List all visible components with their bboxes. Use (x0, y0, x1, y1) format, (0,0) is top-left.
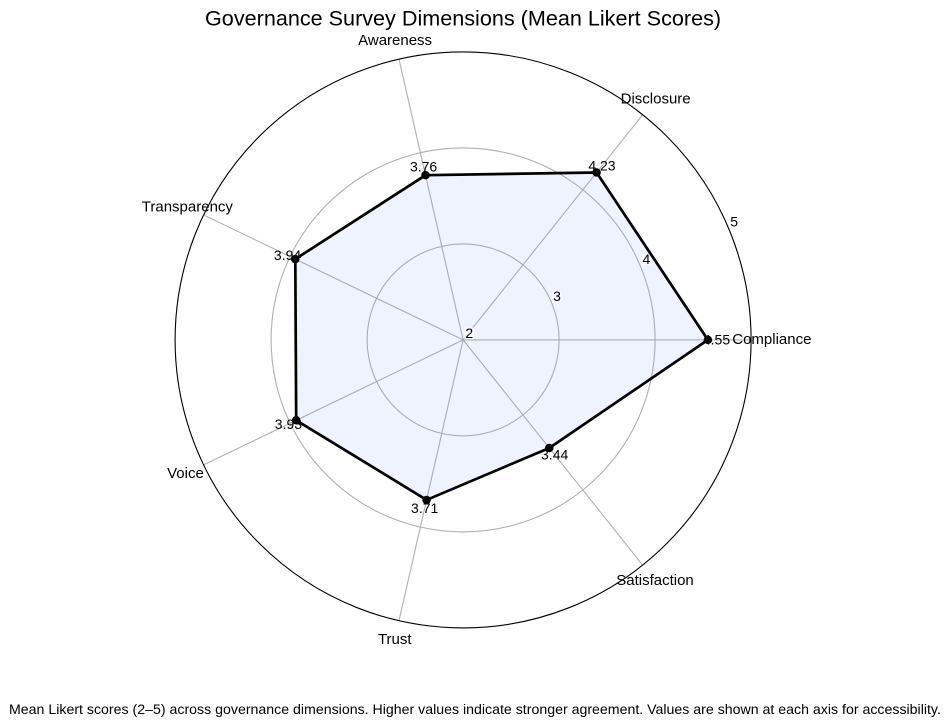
svg-text:Mean Likert scores (2–5) acros: Mean Likert scores (2–5) across governan… (9, 702, 941, 718)
svg-text:Satisfaction: Satisfaction (616, 572, 694, 589)
svg-text:4: 4 (642, 251, 650, 267)
svg-text:Transparency: Transparency (142, 199, 234, 216)
svg-text:2: 2 (465, 325, 473, 341)
svg-text:5: 5 (730, 214, 738, 230)
svg-text:Awareness: Awareness (358, 32, 432, 49)
svg-text:Disclosure: Disclosure (621, 90, 691, 107)
svg-text:Compliance: Compliance (732, 331, 811, 348)
svg-text:3.71: 3.71 (411, 500, 438, 516)
svg-text:Voice: Voice (167, 465, 204, 482)
svg-text:Trust: Trust (378, 631, 412, 648)
svg-text:3.76: 3.76 (410, 159, 437, 175)
svg-text:4.23: 4.23 (588, 158, 615, 174)
svg-text:Governance Survey Dimensions (: Governance Survey Dimensions (Mean Liker… (205, 6, 721, 31)
svg-text:3: 3 (553, 288, 561, 304)
